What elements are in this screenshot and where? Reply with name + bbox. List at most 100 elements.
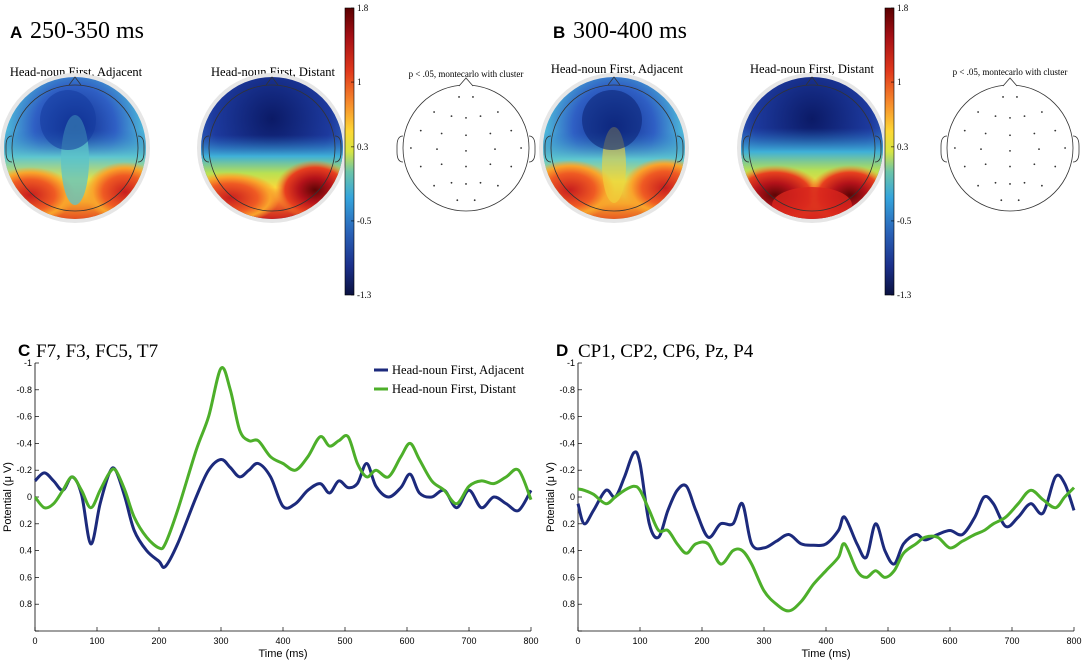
- y-tick-label: 0.2: [19, 519, 32, 529]
- electrode-dot: [489, 163, 492, 166]
- x-tick-label: 400: [275, 636, 290, 646]
- series-line-distant: [577, 484, 1076, 613]
- y-tick-label: -0.4: [16, 438, 32, 448]
- electrode-dot: [465, 165, 467, 168]
- electrode-dot: [954, 147, 956, 149]
- electrode-dot: [410, 147, 412, 149]
- electrode-dot: [419, 129, 422, 132]
- y-tick-label: -0.8: [559, 385, 575, 395]
- electrode-dot: [1038, 148, 1040, 151]
- electrode-dot: [980, 148, 982, 151]
- electrode-dot: [433, 184, 435, 187]
- electrode-dot: [1009, 116, 1011, 119]
- electrode-dot: [419, 165, 422, 168]
- y-tick-label: -0.6: [559, 412, 575, 422]
- electrode-dot: [440, 132, 443, 135]
- legend-label-adjacent: Head-noun First, Adjacent: [392, 363, 525, 377]
- topomap-b-adjacent: [539, 73, 689, 223]
- electrode-dot: [458, 96, 460, 98]
- map-a2-title: Head-noun First, Distant: [211, 65, 335, 79]
- x-tick-label: 300: [213, 636, 228, 646]
- electrode-dot: [440, 163, 443, 166]
- colorbar-tick-label: 1.8: [897, 3, 909, 13]
- electrode-dot: [1016, 96, 1018, 98]
- y-tick-label: -0.8: [16, 385, 32, 395]
- electrode-dot: [450, 181, 453, 184]
- x-tick-label: 200: [694, 636, 709, 646]
- map-b1-title: Head-noun First, Adjacent: [551, 62, 684, 76]
- electrode-dot: [1009, 150, 1011, 152]
- electrode-dot: [465, 134, 467, 137]
- x-tick-label: 800: [523, 636, 538, 646]
- y-tick-label: 0.6: [562, 572, 575, 582]
- y-tick-label: -0.4: [559, 438, 575, 448]
- y-tick-label: 0.8: [562, 599, 575, 609]
- legend: Head-noun First, Adjacent Head-noun Firs…: [374, 363, 525, 396]
- panel-a-window: 250-350 ms: [30, 18, 144, 44]
- y-tick-label: 0.4: [562, 546, 575, 556]
- x-tick-label: 300: [756, 636, 771, 646]
- electrode-dot: [479, 115, 482, 117]
- y-tick-label: 0: [570, 492, 575, 502]
- series-line-adjacent: [33, 457, 533, 569]
- electrode-dot: [1054, 129, 1057, 132]
- y-tick-label: -0.6: [16, 412, 32, 422]
- electrode-dot: [1009, 165, 1011, 168]
- colorbar-tick-label: 0.3: [357, 142, 369, 152]
- series-line-adjacent: [576, 450, 1076, 566]
- map-b3-title: p < .05, montecarlo with cluster: [953, 67, 1068, 77]
- y-tick-label: -1: [567, 358, 575, 368]
- erp-chart-d: -1 -0.8 -0.6 -0.4 -0.2 0 0.2 0.4 0.6 0.8 0 100 200 30…: [545, 358, 1082, 660]
- colorbar-b: 1.8 1 0.3 -0.5 -1.3: [884, 3, 912, 300]
- x-tick-label: 800: [1066, 636, 1081, 646]
- x-tick-label: 700: [461, 636, 476, 646]
- electrode-dot: [510, 129, 513, 132]
- electrode-dot: [1041, 184, 1043, 187]
- panel-c-title: F7, F3, FC5, T7: [36, 341, 158, 362]
- map-a1-title: Head-noun First, Adjacent: [10, 65, 143, 79]
- stats-map-a: [396, 77, 536, 212]
- electrode-dot: [520, 147, 522, 149]
- electrode-dot: [984, 163, 987, 166]
- x-tick-label: 600: [399, 636, 414, 646]
- electrode-dot: [436, 148, 438, 151]
- x-tick-label: 100: [89, 636, 104, 646]
- panel-b-window: 300-400 ms: [573, 18, 687, 44]
- panel-d-letter: D: [556, 341, 568, 360]
- electrode-dot: [489, 132, 492, 135]
- electrode-dot: [1041, 111, 1043, 113]
- y-tick-label: -0.2: [16, 465, 32, 475]
- x-tick-label: 500: [880, 636, 895, 646]
- electrode-dot: [994, 181, 997, 184]
- electrode-dot: [479, 181, 482, 184]
- panel-b-letter: B: [553, 23, 565, 42]
- electrode-dot: [1009, 183, 1011, 185]
- x-tick-label: 0: [575, 636, 580, 646]
- stats-map-b: [940, 77, 1080, 212]
- electrode-dot: [494, 148, 496, 151]
- x-tick-label: 400: [818, 636, 833, 646]
- y-tick-label: 0.4: [19, 546, 32, 556]
- electrode-dot: [1033, 132, 1036, 135]
- y-tick-label: 0.6: [19, 572, 32, 582]
- x-tick-label: 100: [632, 636, 647, 646]
- x-tick-label: 0: [32, 636, 37, 646]
- electrode-dot: [1002, 96, 1004, 98]
- electrode-dot: [1023, 181, 1026, 184]
- y-axis-label: Potential (μ V): [2, 462, 14, 532]
- electrode-dot: [433, 111, 435, 113]
- y-tick-label: -1: [24, 358, 32, 368]
- colorbar-tick-label: -0.5: [357, 216, 372, 226]
- electrode-dot: [977, 111, 979, 113]
- topomap-a-distant: [197, 73, 347, 223]
- x-tick-label: 700: [1004, 636, 1019, 646]
- electrode-dot: [456, 199, 459, 202]
- electrode-dot: [963, 129, 966, 132]
- colorbar-tick-label: 1: [357, 77, 362, 87]
- colorbar-tick-label: 0.3: [897, 142, 909, 152]
- series-line-distant: [33, 366, 533, 551]
- electrode-dot: [1000, 199, 1003, 202]
- electrode-dot: [984, 132, 987, 135]
- x-tick-label: 500: [337, 636, 352, 646]
- y-axis-label: Potential (μ V): [545, 462, 557, 532]
